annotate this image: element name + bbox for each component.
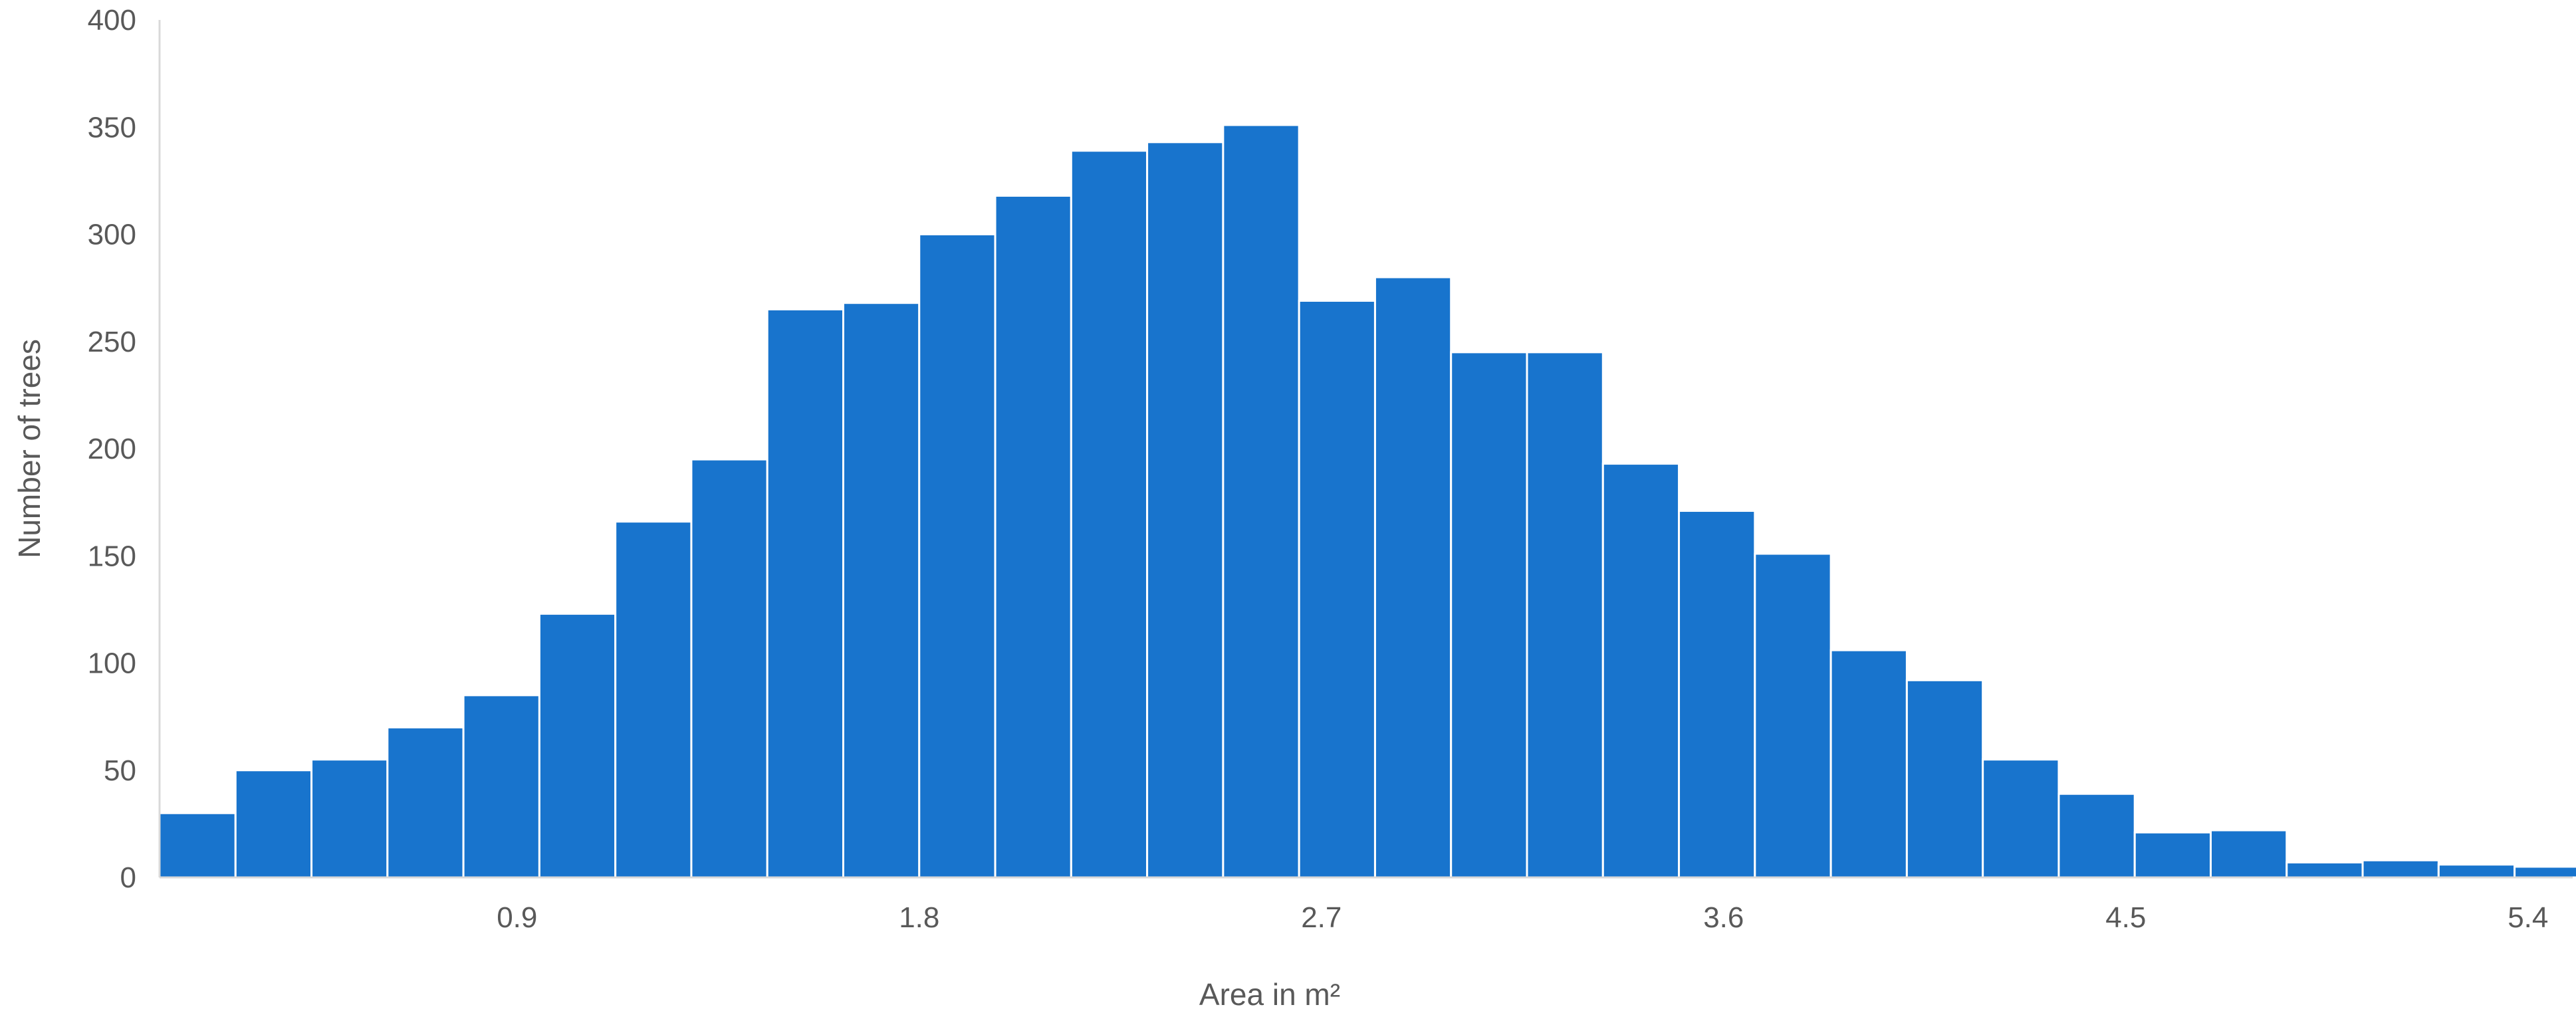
histogram-bar: [2057, 792, 2136, 879]
histogram-bar: [1146, 141, 1225, 879]
histogram-bar: [1829, 649, 1908, 879]
histogram-bar: [2514, 865, 2576, 879]
y-tick-labels: 0 50 100 150 200 250 300 350 400: [88, 4, 136, 894]
histogram-bar: [842, 302, 921, 879]
histogram-bar: [1526, 351, 1604, 879]
y-tick-label: 200: [88, 433, 136, 465]
histogram-bar: [538, 612, 617, 879]
histogram-bar: [1678, 510, 1756, 879]
x-axis-title: Area in m²: [1199, 977, 1340, 1012]
histogram-bar: [2361, 859, 2440, 879]
histogram-bar: [766, 308, 844, 879]
x-tick-labels: 0.9 1.8 2.7 3.6 4.5 5.4: [497, 901, 2548, 934]
histogram-bar: [1601, 463, 1681, 879]
histogram-bar: [310, 758, 389, 879]
histogram-bar: [1298, 299, 1376, 879]
histogram-bar: [1070, 150, 1149, 879]
histogram-bar: [2133, 831, 2212, 879]
y-tick-label: 300: [88, 219, 136, 251]
y-tick-label: 350: [88, 111, 136, 144]
histogram-bar: [918, 233, 996, 879]
histogram-bar: [1222, 124, 1300, 879]
histogram-bar: [1982, 758, 2060, 879]
histogram-bar: [2285, 861, 2364, 879]
histogram-bar: [2210, 829, 2288, 879]
x-tick-label: 4.5: [2105, 901, 2146, 934]
histogram-bar: [690, 458, 768, 879]
y-tick-label: 150: [88, 540, 136, 572]
histogram-bar: [234, 769, 313, 879]
x-tick-label: 2.7: [1301, 901, 1342, 934]
y-axis-title: Number of trees: [12, 339, 47, 558]
y-tick-label: 400: [88, 4, 136, 37]
histogram-bar: [614, 520, 693, 879]
histogram-bar: [158, 812, 237, 879]
x-tick-label: 1.8: [899, 901, 939, 934]
histogram-bar: [1450, 351, 1528, 879]
histogram-bar: [386, 726, 465, 879]
y-tick-label: 50: [104, 754, 136, 787]
histogram-bar: [2437, 863, 2516, 879]
x-tick-label: 5.4: [2508, 901, 2548, 934]
y-tick-label: 0: [120, 861, 136, 894]
histogram-bar: [1373, 276, 1453, 879]
bars-group: [158, 124, 2576, 879]
x-tick-label: 3.6: [1703, 901, 1744, 934]
y-tick-label: 100: [88, 647, 136, 680]
histogram-bar: [994, 194, 1072, 879]
x-tick-label: 0.9: [497, 901, 537, 934]
histogram-bar: [462, 694, 540, 879]
histogram-bar: [1754, 552, 1832, 879]
histogram-bar: [1905, 679, 1984, 879]
y-tick-label: 250: [88, 326, 136, 358]
